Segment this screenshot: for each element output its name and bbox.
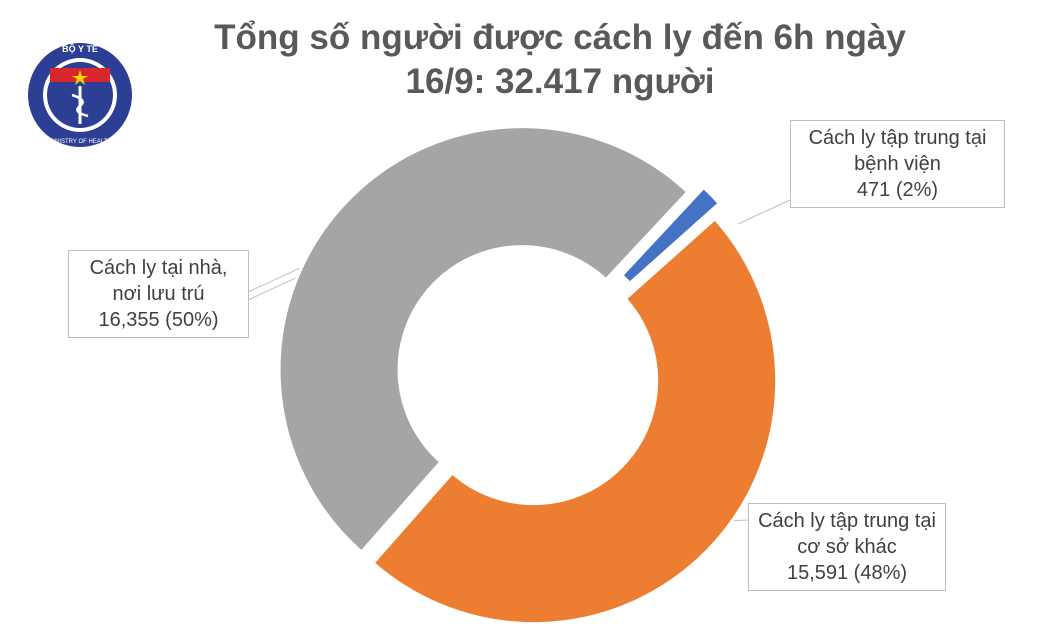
data-callout: Cách ly tại nhà, nơi lưu trú 16,355 (50%… — [68, 250, 249, 338]
logo-bottom: MINISTRY OF HEALTH — [48, 139, 111, 145]
data-callout: Cách ly tập trung tại bệnh viện 471 (2%) — [790, 120, 1005, 208]
donut-slice — [277, 125, 690, 555]
logo: BỘ Y TẾ MINISTRY OF HEALTH — [28, 43, 132, 147]
donut-slice — [619, 185, 722, 286]
chart-title: 16/9: 32.417 người — [405, 62, 715, 101]
category-label: Cách ly tập trung tại cơ sở khác — [758, 510, 936, 558]
value-label: 16,355 (50%) — [98, 309, 219, 331]
donut-slice — [370, 216, 779, 626]
leader-line — [737, 199, 791, 225]
value-label: 471 (2%) — [856, 179, 939, 201]
value-label: 15,591 (48%) — [786, 562, 908, 584]
logo-star — [72, 70, 88, 85]
category-label: Cách ly tập trung tại bệnh viện — [808, 127, 987, 175]
data-callout: Cách ly tập trung tại cơ sở khác 15,591 … — [748, 503, 946, 591]
logo-snake — [71, 93, 89, 118]
chart-title: Tổng số người được cách ly đến 6h ngày — [214, 18, 906, 57]
category-label: Cách ly tại nhà, nơi lưu trú — [89, 257, 228, 305]
logo-top: BỘ Y TẾ — [62, 43, 98, 54]
